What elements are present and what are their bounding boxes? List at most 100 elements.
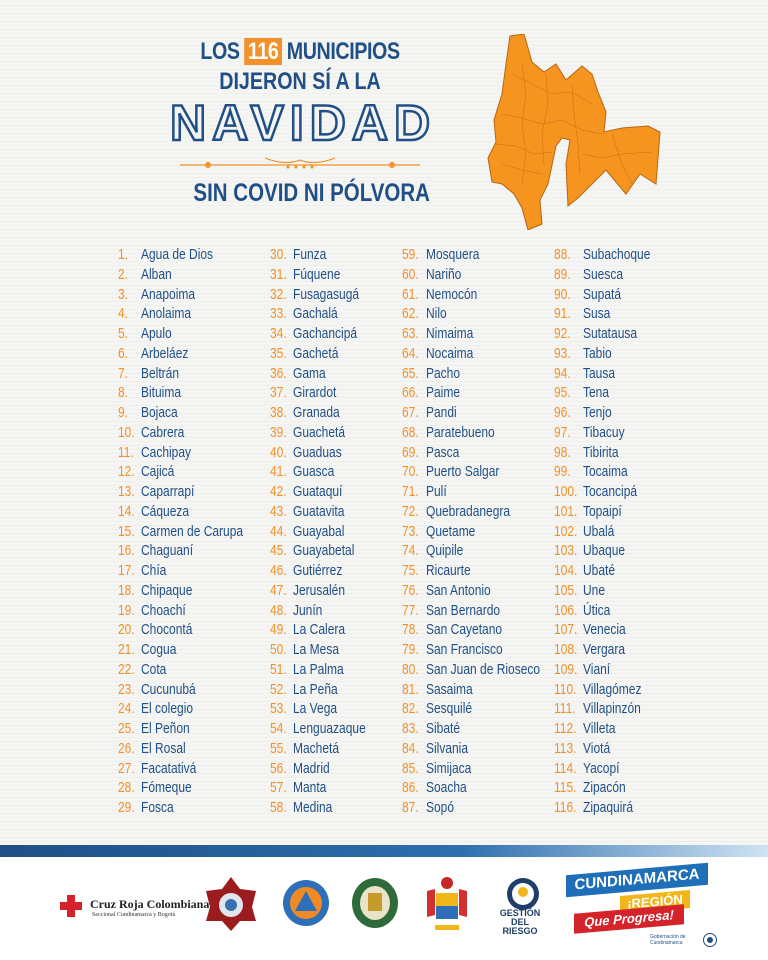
municipio-name: Pacho bbox=[426, 364, 461, 382]
municipio-number: 34. bbox=[270, 325, 287, 342]
municipio-number: 94. bbox=[554, 364, 571, 382]
municipio-name: El Peñon bbox=[141, 720, 190, 737]
municipio-number: 37. bbox=[270, 384, 287, 402]
list-item: 15. Carmen de Carupa bbox=[118, 522, 269, 542]
defensa-civil-logo-icon bbox=[283, 880, 329, 926]
list-item: 3. Anapoima bbox=[118, 285, 269, 305]
municipio-name: Chaguaní bbox=[141, 542, 194, 560]
municipio-name: San Antonio bbox=[426, 581, 491, 599]
list-item: 41. Guasca bbox=[270, 462, 384, 482]
municipio-name: Tibirita bbox=[583, 443, 619, 461]
list-item: 112. Villeta bbox=[554, 719, 667, 739]
municipio-name: Tena bbox=[583, 384, 610, 402]
municipio-name: Vianí bbox=[583, 660, 611, 678]
municipio-name: La Calera bbox=[293, 621, 346, 639]
municipio-name: Guatavita bbox=[293, 502, 345, 520]
headline-municipios: MUNICIPIOS bbox=[286, 38, 400, 65]
list-item: 93. Tabio bbox=[554, 344, 667, 364]
municipio-number: 11. bbox=[118, 443, 134, 461]
municipio-number: 113. bbox=[554, 739, 577, 757]
municipio-number: 90. bbox=[554, 285, 571, 303]
municipio-number: 25. bbox=[118, 720, 135, 737]
list-item: 54. Lenguazaque bbox=[270, 719, 384, 739]
municipio-name: Gachetá bbox=[293, 344, 339, 362]
municipio-number: 22. bbox=[118, 660, 135, 678]
list-item: 55. Machetá bbox=[270, 739, 384, 759]
list-item: 61. Nemocón bbox=[402, 285, 569, 305]
municipio-number: 107. bbox=[554, 621, 578, 639]
municipio-number: 17. bbox=[118, 562, 135, 579]
municipio-number: 53. bbox=[270, 700, 287, 718]
municipio-name: Soacha bbox=[426, 779, 467, 797]
municipio-number: 1. bbox=[118, 246, 129, 263]
list-item: 31. Fúquene bbox=[270, 265, 384, 285]
municipio-name: Subachoque bbox=[583, 246, 651, 263]
municipio-name: Bituima bbox=[141, 384, 182, 402]
municipio-number: 23. bbox=[118, 680, 135, 698]
municipio-name: Arbeláez bbox=[141, 344, 189, 362]
headline: LOS 116 MUNICIPIOS DIJERON SÍ A LA NAVID… bbox=[169, 38, 431, 208]
list-item: 72. Quebradanegra bbox=[402, 502, 569, 522]
municipio-name: Anolaima bbox=[141, 305, 192, 323]
list-item: 103. Ubaque bbox=[554, 541, 667, 561]
list-item: 81. Sasaima bbox=[402, 680, 569, 700]
coat-of-arms-icon bbox=[427, 877, 467, 930]
municipio-number: 38. bbox=[270, 404, 287, 421]
municipio-number: 82. bbox=[402, 700, 419, 718]
list-item: 68. Paratebueno bbox=[402, 423, 569, 443]
list-item: 2. Alban bbox=[118, 265, 269, 285]
municipio-name: Quetame bbox=[426, 522, 476, 540]
list-item: 27. Facatativá bbox=[118, 759, 269, 779]
list-item: 96. Tenjo bbox=[554, 403, 667, 423]
municipio-name: Zipacón bbox=[583, 779, 626, 797]
municipio-name: Villapinzón bbox=[583, 700, 641, 718]
list-item: 58. Medina bbox=[270, 798, 384, 818]
list-item: 48. Junín bbox=[270, 601, 384, 621]
municipio-number: 79. bbox=[402, 641, 419, 658]
municipio-column: 1. Agua de Dios 2. Alban 3. Anapoima 4. Anolaim… bbox=[118, 245, 269, 818]
municipio-number: 30. bbox=[270, 246, 287, 263]
municipio-number: 47. bbox=[270, 581, 287, 599]
municipio-number: 39. bbox=[270, 423, 287, 441]
list-item: 17. Chía bbox=[118, 561, 269, 581]
list-item: 97. Tibacuy bbox=[554, 423, 667, 443]
list-item: 56. Madrid bbox=[270, 759, 384, 779]
list-item: 69. Pasca bbox=[402, 443, 569, 463]
municipio-name: Cogua bbox=[141, 641, 177, 658]
municipio-name: Tenjo bbox=[583, 404, 612, 421]
municipio-number: 12. bbox=[118, 463, 135, 481]
que-progresa-brand-text: Que Progresa! bbox=[574, 904, 684, 934]
municipio-name: Yacopí bbox=[583, 759, 620, 777]
list-item: 94. Tausa bbox=[554, 364, 667, 384]
municipio-number: 45. bbox=[270, 542, 287, 560]
list-item: 106. Útica bbox=[554, 601, 667, 621]
list-item: 51. La Palma bbox=[270, 660, 384, 680]
list-item: 64. Nocaima bbox=[402, 344, 569, 364]
municipio-name: San Juan de Rioseco bbox=[426, 660, 541, 678]
municipio-name: Machetá bbox=[293, 739, 340, 757]
municipio-name: Quipile bbox=[426, 542, 464, 560]
municipio-column: 59. Mosquera 60. Nariño 61. Nemocón 62. Nilo 63.… bbox=[402, 245, 569, 818]
municipio-name: Tabio bbox=[583, 344, 612, 362]
municipio-number: 92. bbox=[554, 325, 571, 342]
municipio-number: 57. bbox=[270, 779, 287, 797]
municipio-number: 7. bbox=[118, 364, 129, 382]
municipio-name: Alban bbox=[141, 265, 172, 283]
municipio-number: 42. bbox=[270, 483, 287, 500]
municipio-name: Ricaurte bbox=[426, 562, 471, 579]
municipio-number: 51. bbox=[270, 660, 287, 678]
municipio-name: Silvania bbox=[426, 739, 469, 757]
municipio-name: Mosquera bbox=[426, 246, 480, 263]
municipio-number: 74. bbox=[402, 542, 419, 560]
municipio-name: Cajicá bbox=[141, 463, 175, 481]
list-item: 44. Guayabal bbox=[270, 522, 384, 542]
municipio-name: Jerusalén bbox=[293, 581, 346, 599]
municipio-number: 28. bbox=[118, 779, 135, 797]
footer-logos: Cruz Roja Colombiana Seccional Cundinama… bbox=[0, 857, 768, 960]
municipio-number: 115. bbox=[554, 779, 577, 797]
cundinamarca-map-icon bbox=[487, 34, 661, 230]
municipio-number: 70. bbox=[402, 463, 419, 481]
list-item: 12. Cajicá bbox=[118, 462, 269, 482]
municipio-number: 80. bbox=[402, 660, 419, 678]
cruz-roja-logo-text: Cruz Roja Colombiana bbox=[90, 897, 210, 911]
